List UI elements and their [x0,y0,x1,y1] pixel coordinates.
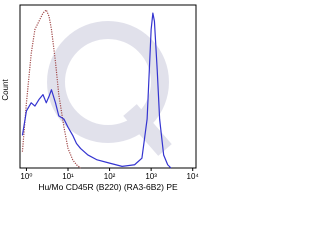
x-tick-label: 10³ [145,172,157,181]
watermark [47,21,172,156]
x-tick-label: 10² [104,172,116,181]
x-axis-label: Hu/Mo CD45R (B220) (RA3-6B2) PE [38,182,178,192]
x-tick-label: 10¹ [62,172,74,181]
x-tick-label: 10⁰ [20,172,32,181]
chart: Count Hu/Mo CD45R (B220) (RA3-6B2) PE 10… [1,4,200,192]
x-tick-label: 10⁴ [187,172,200,181]
series-line [21,12,172,169]
series-line [21,9,81,169]
plot-frame [19,4,197,169]
y-axis-label: Count [1,79,10,101]
